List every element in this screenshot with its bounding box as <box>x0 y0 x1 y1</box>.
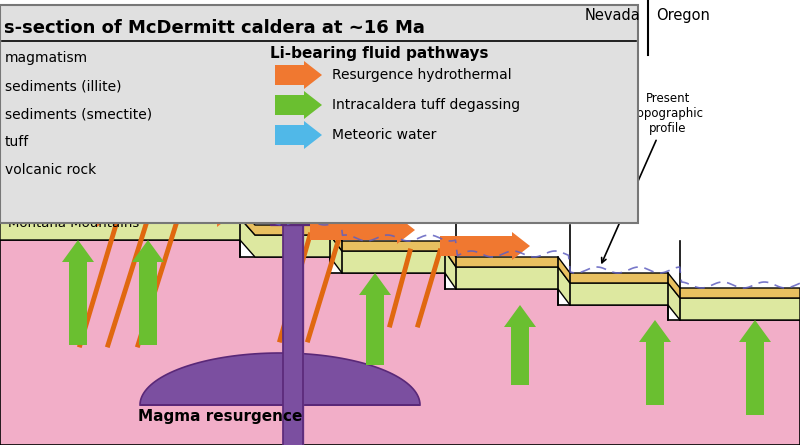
Polygon shape <box>132 240 164 345</box>
Text: Oregon: Oregon <box>656 8 710 23</box>
Polygon shape <box>0 240 800 445</box>
Polygon shape <box>140 199 235 227</box>
Text: Montana Mountains: Montana Mountains <box>8 217 139 230</box>
Text: Resurgence hydrothermal: Resurgence hydrothermal <box>332 68 512 82</box>
Text: Nevada: Nevada <box>585 8 641 23</box>
Text: Intracaldera tuff degassing: Intracaldera tuff degassing <box>332 98 520 112</box>
Text: s-section of McDermitt caldera at ~16 Ma: s-section of McDermitt caldera at ~16 Ma <box>4 19 425 37</box>
Polygon shape <box>275 91 322 119</box>
Polygon shape <box>271 170 315 225</box>
Text: volcanic rock: volcanic rock <box>5 163 96 177</box>
Text: magmatism: magmatism <box>5 51 88 65</box>
Polygon shape <box>283 225 303 445</box>
Text: Meteoric water: Meteoric water <box>332 128 436 142</box>
Polygon shape <box>359 273 391 365</box>
Text: sediments (smectite): sediments (smectite) <box>5 107 152 121</box>
Polygon shape <box>62 240 94 345</box>
Polygon shape <box>0 218 800 320</box>
Text: Li-bearing fluid pathways: Li-bearing fluid pathways <box>270 46 489 61</box>
Text: tuff: tuff <box>5 135 30 149</box>
Polygon shape <box>275 121 322 149</box>
Polygon shape <box>0 208 800 298</box>
Polygon shape <box>30 199 115 227</box>
Polygon shape <box>310 216 415 244</box>
FancyBboxPatch shape <box>0 5 638 223</box>
Polygon shape <box>504 305 536 385</box>
Polygon shape <box>739 320 771 415</box>
Text: Magma resurgence: Magma resurgence <box>138 409 302 425</box>
Text: Present
topographic
profile: Present topographic profile <box>602 92 703 263</box>
Polygon shape <box>140 353 420 405</box>
Polygon shape <box>639 320 671 405</box>
Polygon shape <box>440 232 530 260</box>
Text: sediments (illite): sediments (illite) <box>5 79 122 93</box>
Polygon shape <box>275 61 322 89</box>
